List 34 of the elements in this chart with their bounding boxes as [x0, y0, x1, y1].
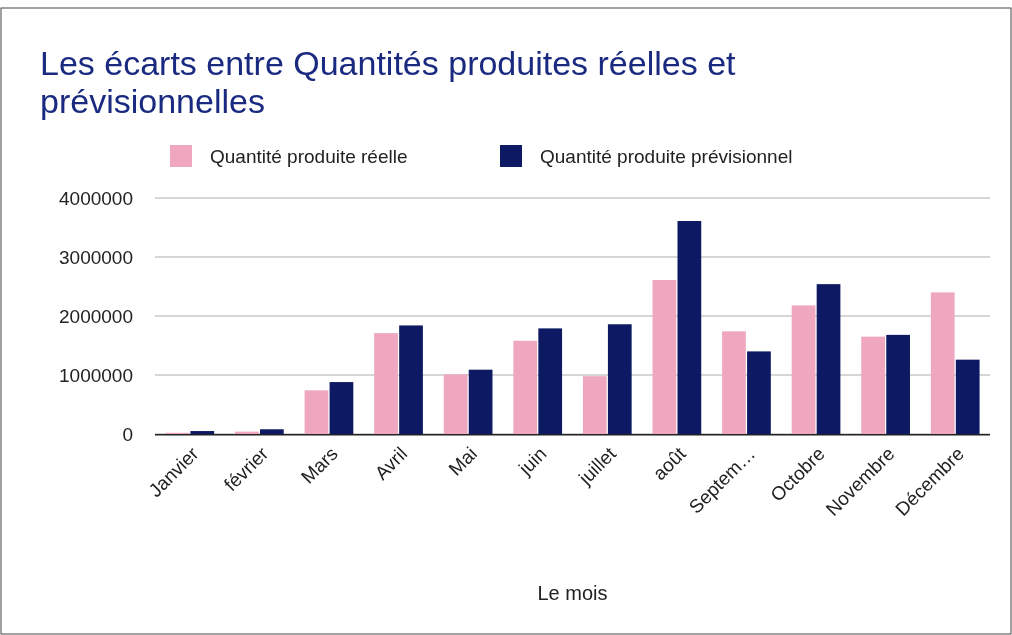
bar	[816, 284, 841, 434]
bar	[886, 334, 910, 434]
bar	[791, 305, 816, 434]
bar	[190, 431, 215, 434]
bar	[304, 390, 329, 434]
y-tick-label: 1000000	[59, 364, 133, 386]
bar	[722, 331, 746, 434]
bar	[399, 325, 423, 434]
legend-label: Quantité produite réelle	[210, 146, 408, 167]
bar	[652, 280, 677, 434]
bar	[374, 333, 398, 434]
chart-title: Les écarts entre Quantités produites réelles et prévisionnelles	[40, 44, 737, 120]
y-tick-label: 4000000	[59, 187, 133, 209]
y-tick-label: 0	[122, 423, 133, 445]
bar	[747, 351, 771, 434]
bar	[538, 328, 563, 434]
bar	[443, 374, 468, 434]
x-tick-label: juin	[514, 442, 551, 480]
legend-label: Quantité produite prévisionnel	[540, 146, 793, 167]
bar	[861, 336, 885, 434]
y-tick-label: 3000000	[59, 246, 133, 268]
x-tick-label: Mai	[444, 442, 481, 480]
bar	[607, 324, 632, 434]
bar	[677, 221, 702, 434]
x-tick-label: août	[648, 442, 691, 484]
bar	[582, 376, 607, 434]
bar	[468, 369, 493, 434]
bar	[955, 359, 980, 434]
x-axis-title: Le mois	[537, 582, 608, 604]
bar	[513, 340, 538, 434]
bar	[260, 429, 284, 434]
bar	[930, 292, 955, 434]
y-tick-label: 2000000	[59, 305, 133, 327]
bar	[329, 382, 354, 434]
